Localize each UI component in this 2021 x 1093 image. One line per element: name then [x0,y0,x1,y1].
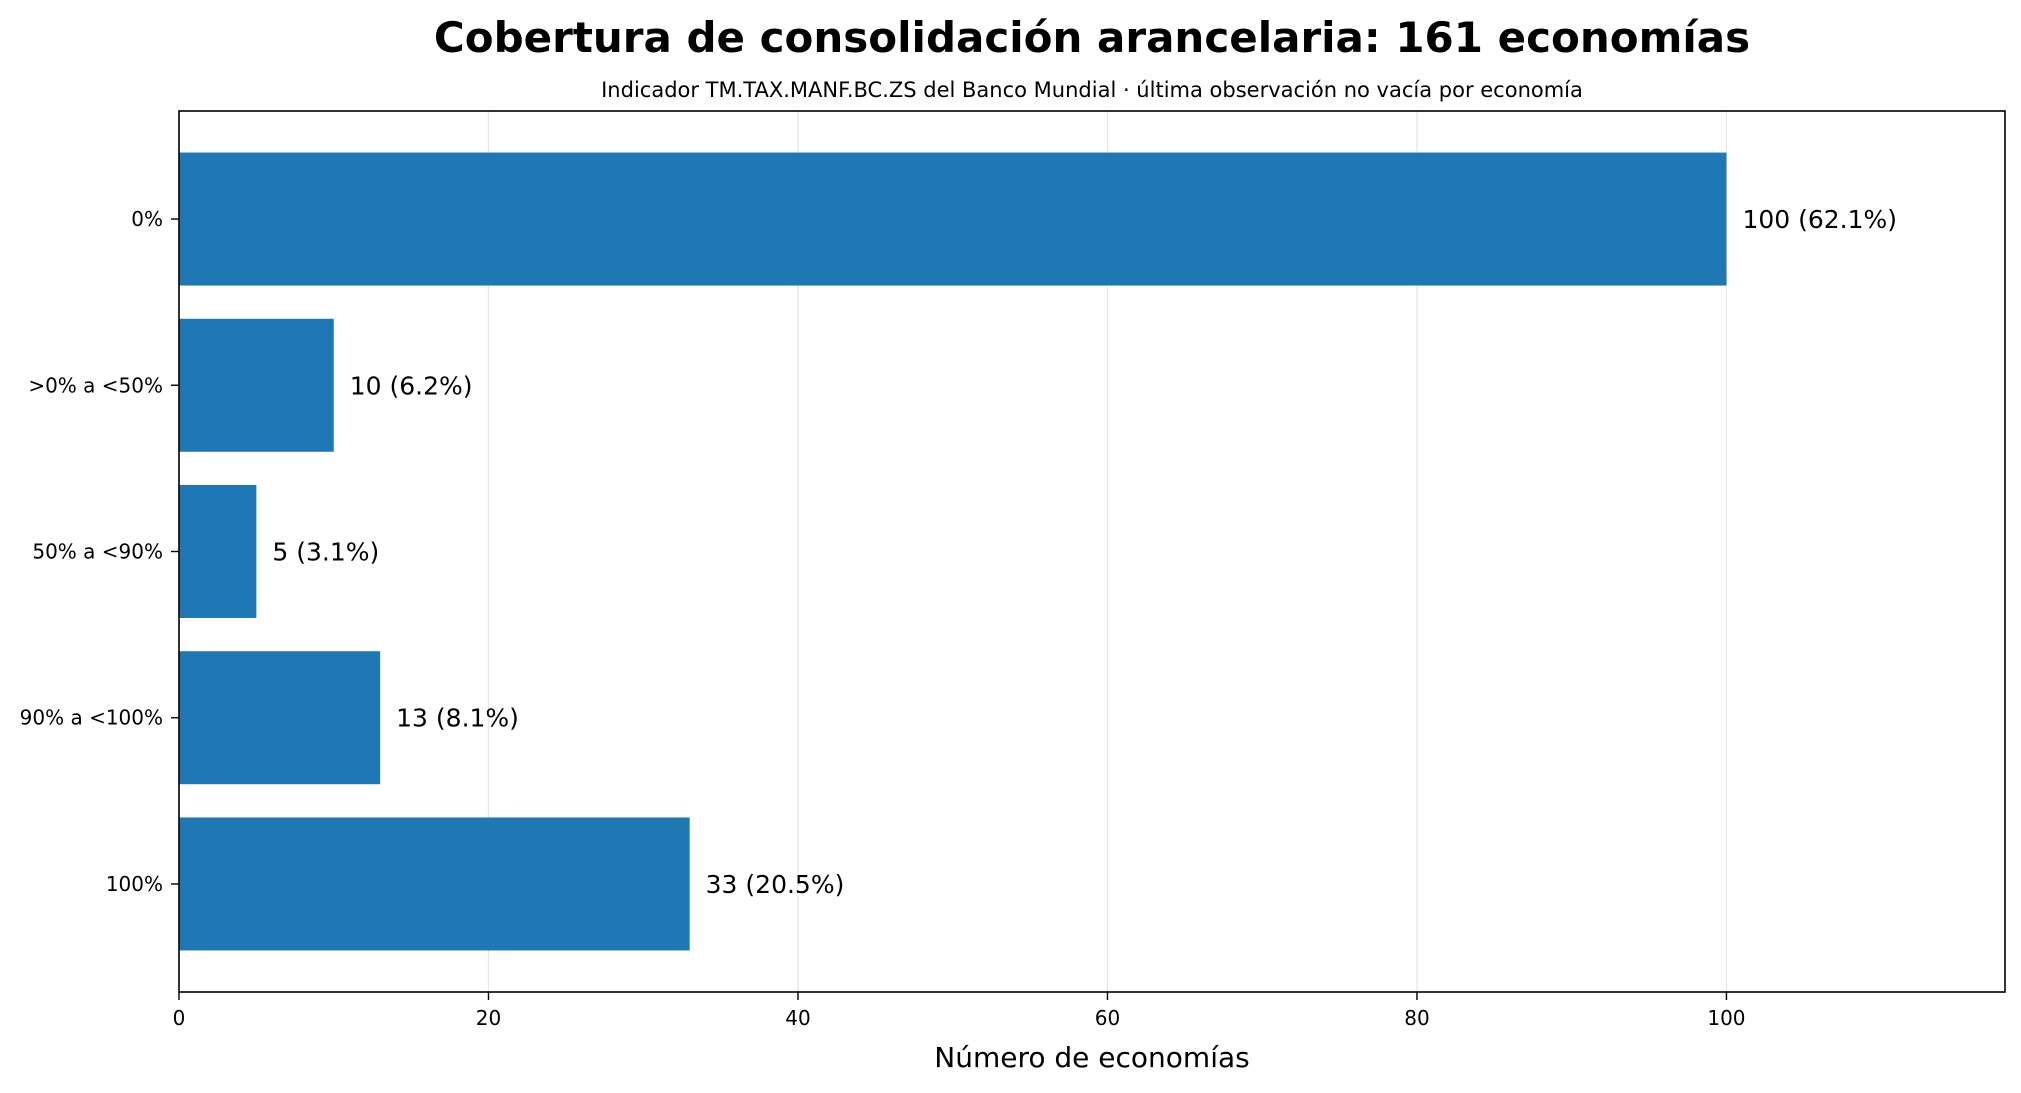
data-label: 10 (6.2%) [350,371,473,400]
data-labels: 100 (62.1%) 10 (6.2%) 5 (3.1%) 13 (8.1%) 33 … [272,205,1897,899]
x-tick-label: 20 [476,1006,501,1030]
bar [179,817,690,951]
x-tick-label: 60 [1095,1006,1120,1030]
y-tick-label: 90% a <100% [20,706,163,730]
data-label: 33 (20.5%) [706,870,845,899]
y-tick-label: 50% a <90% [32,540,163,564]
x-axis-ticks: 0 20 40 60 80 100 [173,992,1746,1030]
bar [179,318,334,452]
y-tick-label: >0% a <50% [28,373,163,397]
x-tick-label: 80 [1404,1006,1429,1030]
bar [179,651,381,785]
y-axis-ticks: 0% >0% a <50% 50% a <90% 90% a <100% 100% [20,207,179,896]
chart-subtitle: Indicador TM.TAX.MANF.BC.ZS del Banco Mu… [601,78,1583,102]
y-tick-label: 0% [131,207,163,231]
y-tick-label: 100% [106,872,163,896]
plot-frame [178,110,2006,993]
x-tick-label: 100 [1707,1006,1745,1030]
x-axis-label: Número de economías [934,1041,1249,1074]
bars [179,152,1727,951]
chart-title: Cobertura de consolidación arancelaria: … [434,13,1750,62]
x-tick-label: 0 [173,1006,186,1030]
data-label: 13 (8.1%) [396,704,519,733]
data-label: 5 (3.1%) [272,538,379,567]
x-tick-label: 40 [785,1006,810,1030]
bar [179,485,257,618]
bar [179,152,1727,286]
data-label: 100 (62.1%) [1742,205,1897,234]
